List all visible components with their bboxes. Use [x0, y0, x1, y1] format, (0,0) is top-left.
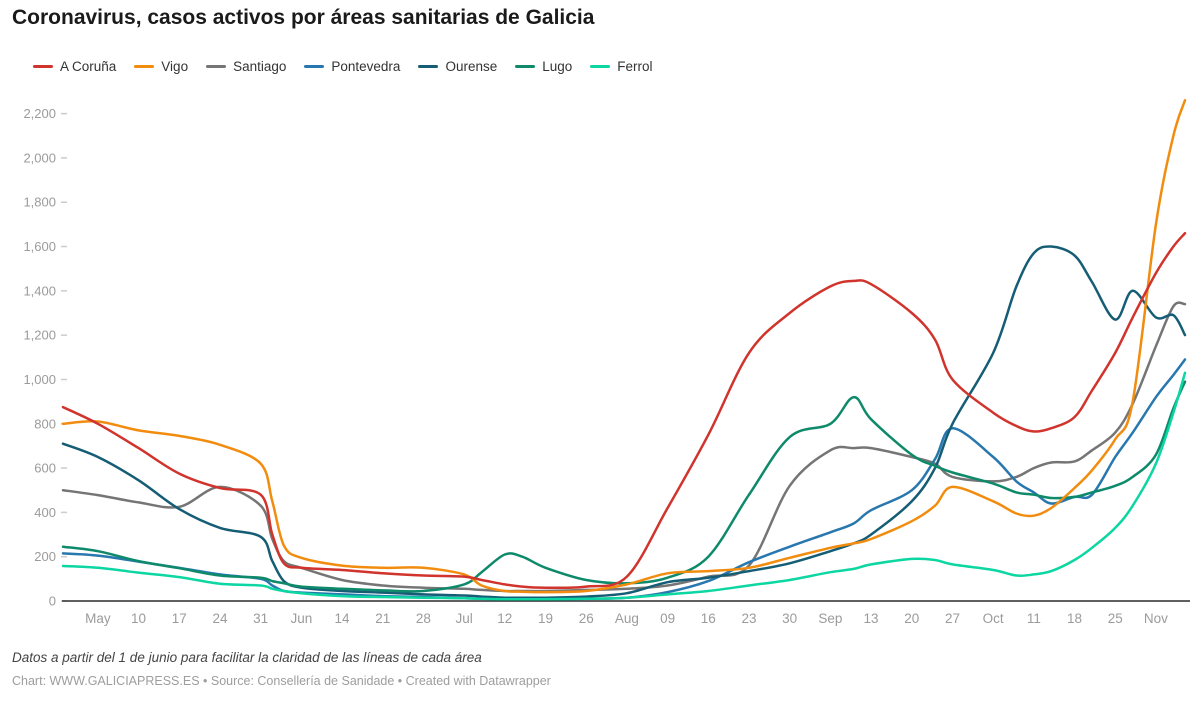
x-axis-tick-label: 31	[253, 611, 268, 626]
series-line-lugo[interactable]	[61, 380, 1187, 593]
legend-item-vigo: Vigo	[134, 59, 188, 74]
y-axis-tick-label: 800	[34, 416, 56, 431]
legend-swatch-lugo	[515, 65, 536, 68]
x-axis-tick-label: Oct	[983, 611, 1004, 626]
line-chart-canvas[interactable]: 0 200 400 600 800 1,000 1,200 1,400 1,600 1,800 2,…	[0, 88, 1199, 636]
chart-byline: Chart: WWW.GALICIAPRESS.ES • Source: Con…	[12, 674, 551, 688]
y-axis-tick-label: 1,600	[23, 239, 56, 254]
legend-item-ourense: Ourense	[418, 59, 497, 74]
x-axis-tick-label: Aug	[615, 611, 639, 626]
legend-item-a-coruna: A Coruña	[33, 59, 116, 74]
series-line-santiago[interactable]	[61, 301, 1187, 593]
x-axis-tick-label: Jul	[455, 611, 472, 626]
legend-item-lugo: Lugo	[515, 59, 572, 74]
legend-swatch-ourense	[418, 65, 439, 68]
x-axis-tick-label: 28	[416, 611, 431, 626]
x-axis-tick-label: 30	[782, 611, 797, 626]
y-axis-tick-label: 2,200	[23, 106, 56, 121]
legend-swatch-santiago	[206, 65, 227, 68]
y-axis-tick-label: 1,000	[23, 372, 56, 387]
y-axis-tick-label: 1,400	[23, 283, 56, 298]
legend-item-pontevedra: Pontevedra	[304, 59, 400, 74]
y-axis-tick-label: 0	[49, 594, 56, 609]
x-axis-tick-label: Sep	[818, 611, 842, 626]
series-line-vigo[interactable]	[61, 99, 1187, 594]
legend: A Coruña Vigo Santiago Pontevedra Ourense Lug…	[33, 59, 653, 74]
series-line-ourense[interactable]	[61, 245, 1187, 600]
x-axis-tick-label: 23	[741, 611, 756, 626]
y-axis-tick-label: 400	[34, 505, 56, 520]
x-axis-tick-label: Nov	[1144, 611, 1168, 626]
chart-title: Coronavirus, casos activos por áreas san…	[12, 6, 595, 29]
x-axis-tick-label: 09	[660, 611, 675, 626]
x-axis-tick-label: 18	[1067, 611, 1082, 626]
legend-item-santiago: Santiago	[206, 59, 286, 74]
legend-item-ferrol: Ferrol	[590, 59, 653, 74]
x-axis-tick-label: May	[85, 611, 111, 626]
x-axis-tick-label: 21	[375, 611, 390, 626]
x-axis-tick-label: 16	[701, 611, 716, 626]
legend-swatch-a-coruna	[33, 65, 53, 68]
legend-label-pontevedra: Pontevedra	[331, 59, 401, 74]
x-axis-tick-label: 12	[497, 611, 512, 626]
y-axis-tick-label: 600	[34, 461, 56, 476]
x-axis-tick-label: 27	[945, 611, 960, 626]
legend-label-santiago: Santiago	[233, 59, 287, 74]
x-axis-tick-label: 14	[335, 611, 351, 626]
x-axis-tick-label: 11	[1027, 611, 1041, 626]
y-axis-tick-label: 1,800	[23, 195, 56, 210]
legend-label-lugo: Lugo	[542, 59, 573, 74]
legend-swatch-pontevedra	[304, 65, 325, 68]
x-axis-tick-label: 19	[538, 611, 553, 626]
x-axis-tick-label: 26	[579, 611, 594, 626]
x-axis-tick-label: 17	[172, 611, 187, 626]
x-axis-tick-label: 24	[212, 611, 228, 626]
x-axis-tick-label: 25	[1108, 611, 1123, 626]
y-axis-tick-label: 2,000	[23, 150, 56, 165]
legend-swatch-ferrol	[590, 65, 611, 68]
y-axis-tick-label: 200	[34, 549, 56, 564]
legend-label-ourense: Ourense	[445, 59, 498, 74]
x-axis-tick-label: 10	[131, 611, 146, 626]
x-axis-tick-label: 20	[904, 611, 919, 626]
legend-label-a-coruna: A Coruña	[60, 59, 117, 74]
x-axis-tick-label: 13	[864, 611, 879, 626]
chart-note: Datos a partir del 1 de junio para facil…	[12, 650, 482, 665]
legend-label-vigo: Vigo	[161, 59, 189, 74]
series-line-ferrol[interactable]	[61, 371, 1187, 601]
y-axis-tick-label: 1,200	[23, 328, 56, 343]
series-line-pontevedra[interactable]	[61, 358, 1187, 601]
x-axis-tick-label: Jun	[290, 611, 312, 626]
series-line-a-coruna[interactable]	[61, 231, 1187, 590]
legend-label-ferrol: Ferrol	[617, 59, 653, 74]
legend-swatch-vigo	[134, 65, 155, 68]
